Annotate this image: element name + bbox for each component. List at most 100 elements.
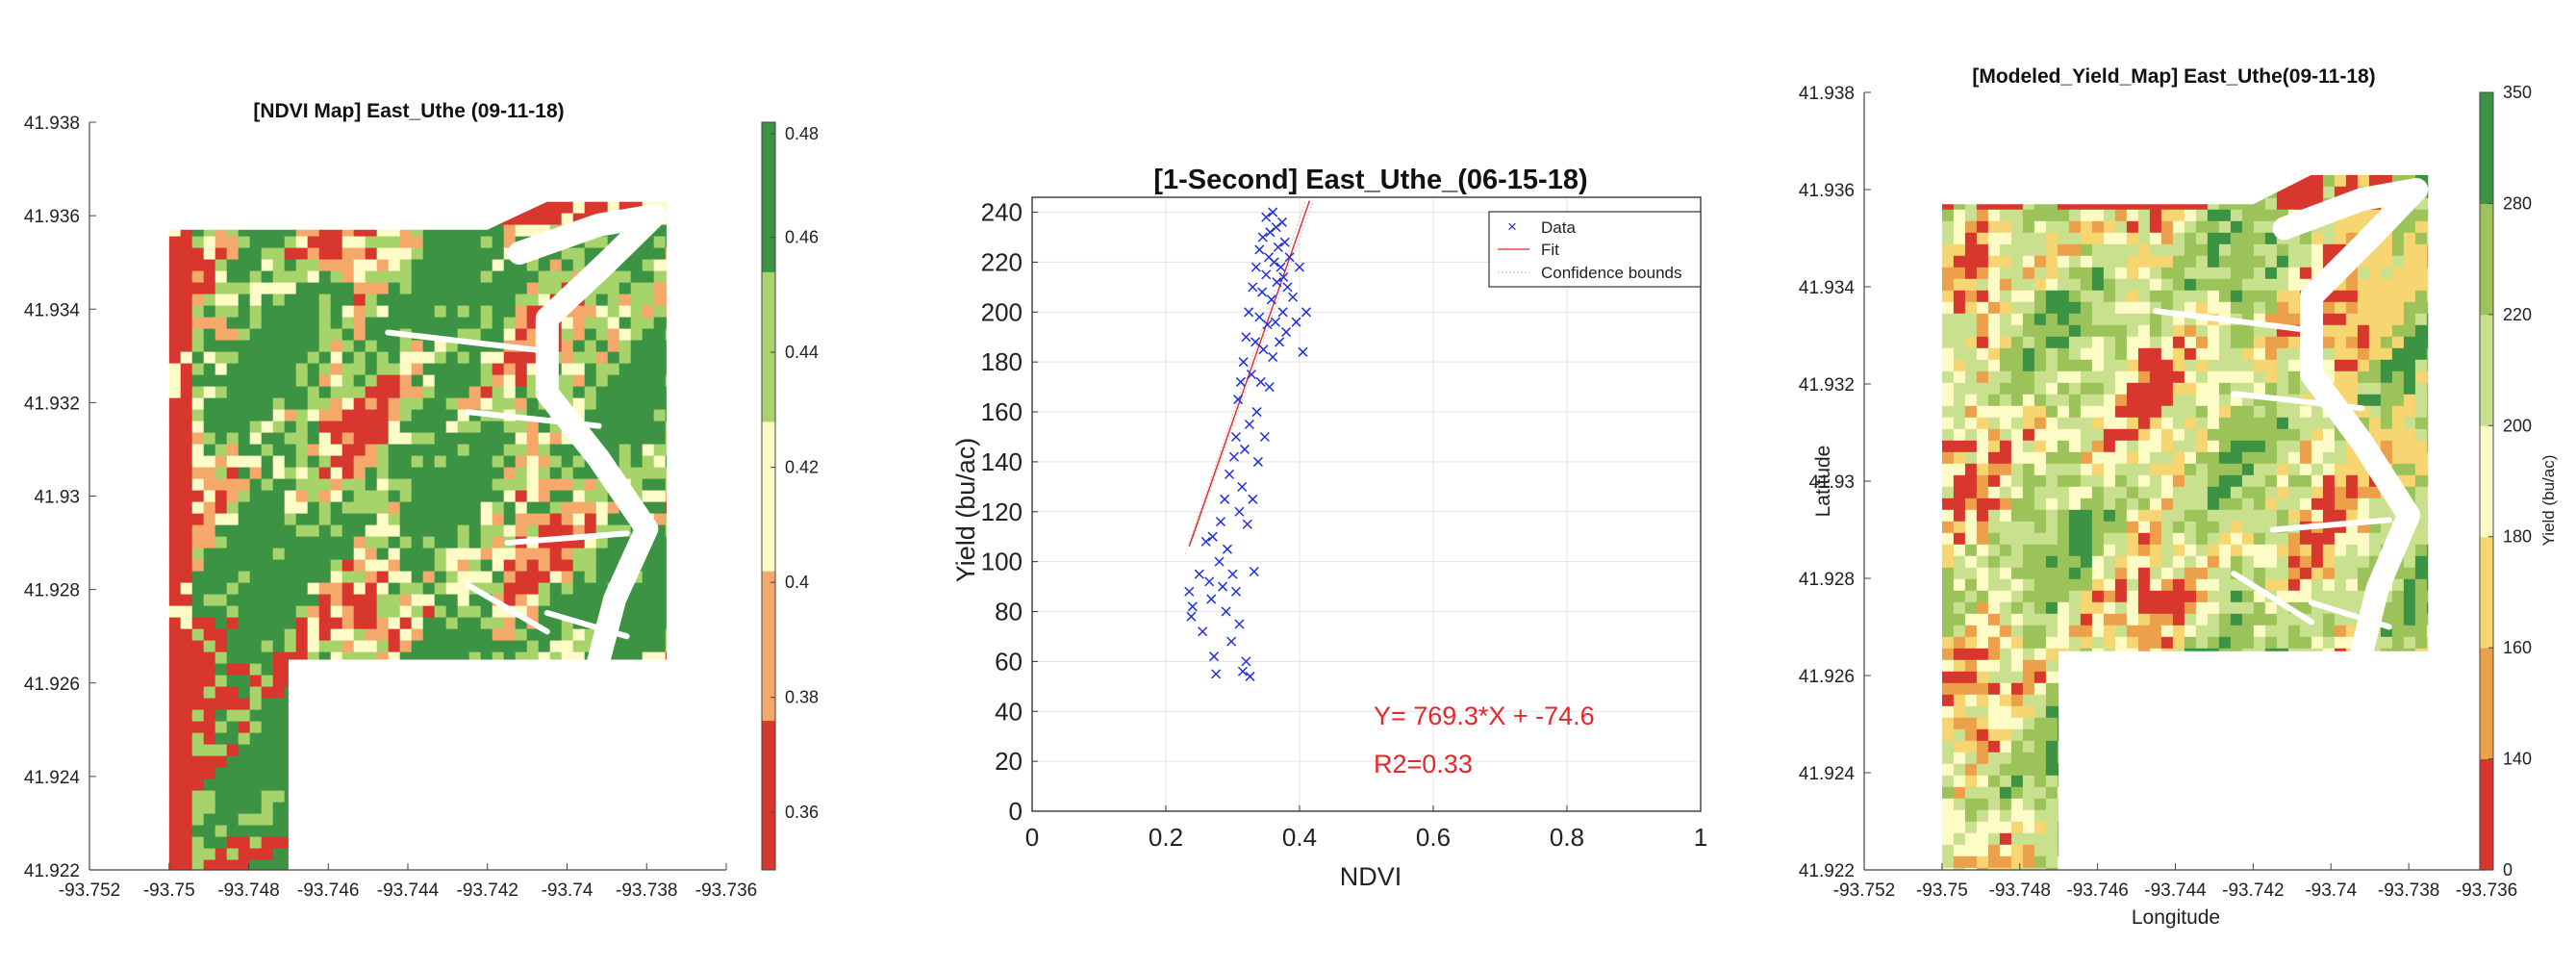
data-point-stroke <box>1254 312 1265 322</box>
map-cell <box>2160 625 2174 638</box>
map-cell <box>2033 498 2047 511</box>
map-cell <box>2264 567 2278 580</box>
map-cell <box>2091 174 2105 188</box>
map-cell <box>1953 428 1966 442</box>
map-cell <box>2091 347 2105 361</box>
map-cell <box>318 651 332 665</box>
map-cell <box>526 548 540 561</box>
map-cell <box>295 744 309 757</box>
data-point <box>1271 222 1281 233</box>
map-cell <box>584 201 597 215</box>
map-cell <box>1999 648 2012 661</box>
map-cell <box>180 478 193 492</box>
map-cell <box>2114 463 2128 476</box>
map-cell <box>330 605 343 619</box>
map-cell <box>2160 359 2174 372</box>
map-cell <box>595 836 609 850</box>
map-cell <box>2010 197 2024 211</box>
map-cell <box>457 317 470 330</box>
map-cell <box>168 628 182 642</box>
map-cell <box>468 317 482 330</box>
map-cell <box>388 675 401 688</box>
map-cell <box>215 859 228 871</box>
map-cell <box>2149 601 2162 615</box>
map-cell <box>330 305 343 319</box>
map-cell <box>2218 370 2232 384</box>
map-cell <box>399 478 413 492</box>
map-cell <box>215 201 228 215</box>
map-cell <box>2299 186 2312 199</box>
map-cell <box>665 455 667 469</box>
map-cell <box>653 790 667 804</box>
map-cell <box>376 594 390 607</box>
map-cell <box>2149 648 2162 661</box>
map-cell <box>642 351 655 365</box>
map-cell <box>572 594 586 607</box>
map-cell <box>665 836 667 850</box>
map-cell <box>526 270 540 284</box>
map-cell <box>2045 278 2058 292</box>
map-cell <box>2391 243 2405 257</box>
map-cell <box>2253 243 2266 257</box>
map-cell <box>272 663 286 676</box>
map-cell <box>215 802 228 815</box>
map-cell <box>261 651 274 665</box>
map-cell <box>538 548 551 561</box>
map-cell <box>307 374 320 388</box>
map-cell <box>468 490 482 503</box>
map-cell <box>584 755 597 769</box>
map-cell <box>561 732 574 746</box>
map-cell <box>2403 671 2416 684</box>
map-cell <box>2391 394 2405 407</box>
map-cell <box>2414 209 2428 222</box>
map-cell <box>2334 232 2347 245</box>
map-cell <box>2426 567 2429 580</box>
map-cell <box>2184 428 2197 442</box>
map-cell <box>468 397 482 411</box>
map-cell <box>388 317 401 330</box>
map-cell <box>2172 290 2185 303</box>
map-cell <box>653 236 667 249</box>
map-cell <box>249 294 263 307</box>
map-cell <box>561 813 574 827</box>
map-cell <box>2045 232 2058 245</box>
map-cell <box>2184 486 2197 499</box>
map-cell <box>2276 290 2289 303</box>
map-cell <box>341 813 355 827</box>
map-cell <box>2184 705 2197 719</box>
map-cell <box>215 779 228 792</box>
map-cell <box>584 836 597 850</box>
map-cell <box>2403 255 2416 268</box>
map-cell <box>468 836 482 850</box>
map-cell <box>411 501 424 515</box>
map-cell <box>2103 498 2116 511</box>
map-cell <box>284 755 297 769</box>
map-cell <box>526 282 540 295</box>
map-cell <box>503 374 517 388</box>
map-cell <box>203 259 216 272</box>
map-cell <box>399 490 413 503</box>
map-cell <box>2345 174 2359 188</box>
map-cell <box>2068 301 2082 315</box>
map-cell <box>261 213 274 226</box>
map-cell <box>2426 440 2429 453</box>
map-cell <box>572 374 586 388</box>
map-cell <box>353 374 366 388</box>
map-cell <box>388 732 401 746</box>
map-cell <box>376 374 390 388</box>
map-cell <box>457 594 470 607</box>
map-cell <box>2160 209 2174 222</box>
map-cell <box>238 201 251 215</box>
map-cell <box>330 779 343 792</box>
map-cell <box>2126 197 2139 211</box>
map-cell <box>341 744 355 757</box>
map-cell <box>2068 347 2082 361</box>
map-cell <box>411 571 424 584</box>
map-cell <box>2357 324 2370 338</box>
r-squared-annotation: R2=0.33 <box>1374 750 1473 779</box>
map-cell <box>2172 555 2185 569</box>
map-cell <box>2207 359 2220 372</box>
colorbar-band <box>762 571 775 722</box>
map-cell <box>468 698 482 711</box>
map-cell <box>2103 428 2116 442</box>
